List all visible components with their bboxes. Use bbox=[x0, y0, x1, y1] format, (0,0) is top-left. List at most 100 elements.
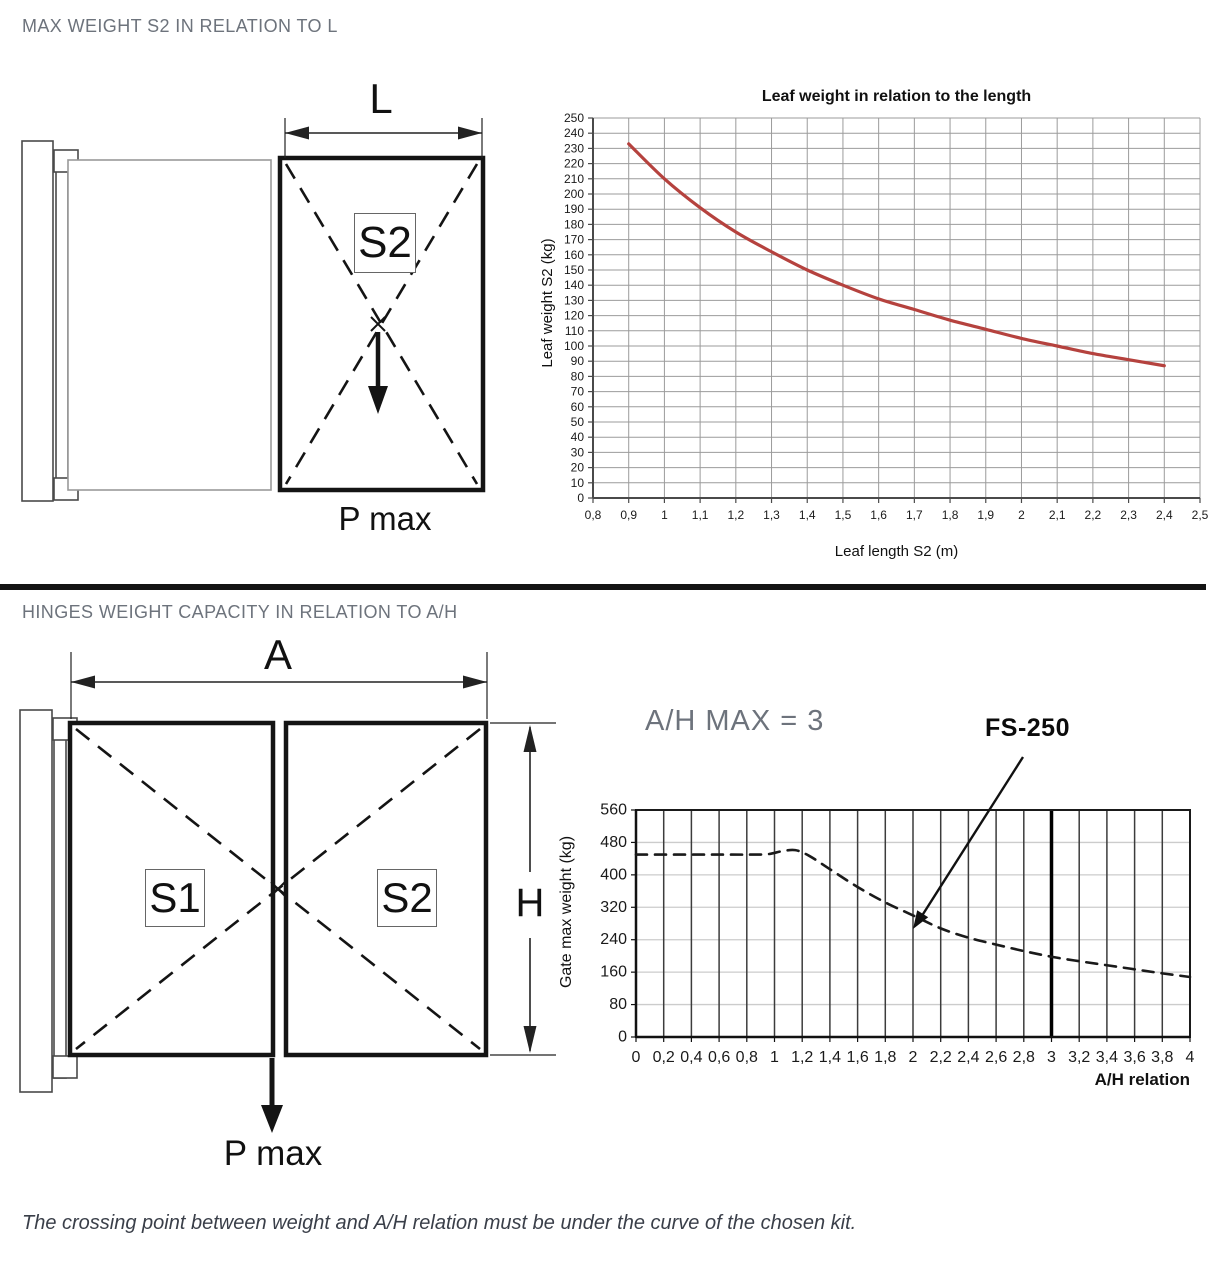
l-dimension-arrow bbox=[284, 118, 483, 158]
svg-text:160: 160 bbox=[600, 964, 627, 981]
center-cross-diagram2 bbox=[270, 881, 286, 897]
chart1-x-axis-label: Leaf length S2 (m) bbox=[834, 543, 959, 560]
svg-text:130: 130 bbox=[564, 293, 584, 307]
svg-text:240: 240 bbox=[600, 931, 627, 948]
svg-text:1,8: 1,8 bbox=[942, 508, 959, 522]
svg-text:240: 240 bbox=[564, 126, 584, 140]
chart1-y-axis-label: Leaf weight S2 (kg) bbox=[539, 238, 556, 368]
svg-text:2,6: 2,6 bbox=[985, 1049, 1007, 1066]
svg-text:190: 190 bbox=[564, 202, 584, 216]
svg-text:2,4: 2,4 bbox=[1156, 508, 1173, 522]
svg-text:80: 80 bbox=[571, 369, 585, 383]
section2-title: HINGES WEIGHT CAPACITY IN RELATION TO A/… bbox=[22, 602, 458, 622]
svg-text:0,9: 0,9 bbox=[620, 508, 637, 522]
svg-text:10: 10 bbox=[571, 476, 585, 490]
svg-text:0,4: 0,4 bbox=[680, 1049, 702, 1066]
svg-text:1,6: 1,6 bbox=[870, 508, 887, 522]
svg-text:1,5: 1,5 bbox=[835, 508, 852, 522]
svg-text:560: 560 bbox=[600, 802, 627, 819]
svg-text:50: 50 bbox=[571, 415, 585, 429]
gate-weight-chart: 0 80 160 240 320 400 480 560 0 0,2 0,4 0,6 0,8 1 1,2 1,… bbox=[600, 802, 1195, 1067]
dimension-label-h: H bbox=[515, 881, 545, 925]
svg-text:1,4: 1,4 bbox=[799, 508, 816, 522]
svg-text:0,6: 0,6 bbox=[708, 1049, 730, 1066]
svg-text:1,2: 1,2 bbox=[791, 1049, 813, 1066]
svg-text:2,2: 2,2 bbox=[1085, 508, 1102, 522]
chart1-title: Leaf weight in relation to the length bbox=[761, 88, 1032, 105]
svg-text:0,8: 0,8 bbox=[585, 508, 602, 522]
svg-text:480: 480 bbox=[600, 834, 627, 851]
section-divider bbox=[0, 584, 1206, 590]
svg-text:230: 230 bbox=[564, 141, 584, 155]
svg-text:40: 40 bbox=[571, 430, 585, 444]
svg-text:110: 110 bbox=[565, 324, 584, 338]
leaf-label-s2-diagram2: S2 bbox=[377, 869, 437, 927]
svg-text:3: 3 bbox=[1047, 1049, 1056, 1066]
svg-text:200: 200 bbox=[564, 187, 584, 201]
leaf-label-s2-diagram1: S2 bbox=[354, 213, 416, 273]
svg-text:20: 20 bbox=[571, 461, 585, 475]
svg-text:2: 2 bbox=[909, 1049, 918, 1066]
svg-text:180: 180 bbox=[564, 217, 584, 231]
a-dimension-arrow bbox=[70, 652, 488, 719]
svg-text:3,8: 3,8 bbox=[1151, 1049, 1173, 1066]
kit-label-fs250: FS-250 bbox=[985, 714, 1070, 742]
svg-text:0,2: 0,2 bbox=[653, 1049, 675, 1066]
leaf1-diagram1 bbox=[67, 159, 272, 491]
svg-text:100: 100 bbox=[564, 339, 584, 353]
section1-title: MAX WEIGHT S2 IN RELATION TO L bbox=[22, 16, 338, 36]
svg-text:0: 0 bbox=[618, 1029, 627, 1046]
svg-text:140: 140 bbox=[564, 278, 584, 292]
svg-text:1: 1 bbox=[661, 508, 668, 522]
dimension-label-l: L bbox=[369, 75, 393, 122]
diagonals-diagram1 bbox=[284, 163, 479, 485]
post-diagram2 bbox=[19, 709, 78, 1093]
pmax-arrow-icon-1 bbox=[368, 332, 388, 414]
svg-text:0: 0 bbox=[632, 1049, 641, 1066]
svg-text:1,7: 1,7 bbox=[906, 508, 923, 522]
svg-text:2,1: 2,1 bbox=[1049, 508, 1066, 522]
svg-text:170: 170 bbox=[564, 233, 584, 247]
svg-text:80: 80 bbox=[609, 996, 627, 1013]
force-label-pmax-2: P max bbox=[223, 1134, 323, 1173]
svg-text:250: 250 bbox=[564, 111, 584, 125]
chart2-x-axis-label: A/H relation bbox=[1094, 1070, 1190, 1089]
svg-text:30: 30 bbox=[571, 445, 585, 459]
svg-text:210: 210 bbox=[564, 172, 584, 186]
svg-text:3,2: 3,2 bbox=[1068, 1049, 1090, 1066]
svg-text:90: 90 bbox=[571, 354, 585, 368]
svg-text:120: 120 bbox=[564, 309, 584, 323]
svg-text:2,2: 2,2 bbox=[930, 1049, 952, 1066]
svg-text:1,2: 1,2 bbox=[727, 508, 744, 522]
leaf-label-s1-diagram2: S1 bbox=[145, 869, 205, 927]
svg-text:400: 400 bbox=[600, 866, 627, 883]
svg-text:220: 220 bbox=[564, 157, 584, 171]
svg-text:1: 1 bbox=[770, 1049, 779, 1066]
ah-max-annotation: A/H MAX = 3 bbox=[645, 705, 825, 737]
svg-text:320: 320 bbox=[600, 899, 627, 916]
h-dimension-arrow bbox=[490, 722, 556, 1056]
pmax-arrow-icon-2 bbox=[261, 1058, 283, 1133]
svg-text:1,9: 1,9 bbox=[977, 508, 994, 522]
leaf2-s2-diagram1 bbox=[277, 155, 486, 493]
svg-text:1,3: 1,3 bbox=[763, 508, 780, 522]
svg-text:60: 60 bbox=[571, 400, 585, 414]
svg-text:160: 160 bbox=[564, 248, 584, 262]
svg-text:0,8: 0,8 bbox=[736, 1049, 758, 1066]
fs250-arrow bbox=[913, 756, 1025, 929]
svg-text:1,6: 1,6 bbox=[846, 1049, 868, 1066]
svg-text:3,4: 3,4 bbox=[1096, 1049, 1118, 1066]
center-cross-diagram1 bbox=[370, 316, 386, 332]
svg-text:2,8: 2,8 bbox=[1013, 1049, 1035, 1066]
svg-text:2,5: 2,5 bbox=[1192, 508, 1209, 522]
svg-text:150: 150 bbox=[564, 263, 584, 277]
svg-text:1,1: 1,1 bbox=[692, 508, 709, 522]
chart2-y-axis-label: Gate max weight (kg) bbox=[558, 835, 575, 989]
svg-text:2,3: 2,3 bbox=[1120, 508, 1137, 522]
svg-text:3,6: 3,6 bbox=[1123, 1049, 1145, 1066]
dimension-label-a: A bbox=[263, 631, 292, 678]
force-label-pmax-1: P max bbox=[338, 500, 432, 537]
svg-text:4: 4 bbox=[1186, 1049, 1195, 1066]
